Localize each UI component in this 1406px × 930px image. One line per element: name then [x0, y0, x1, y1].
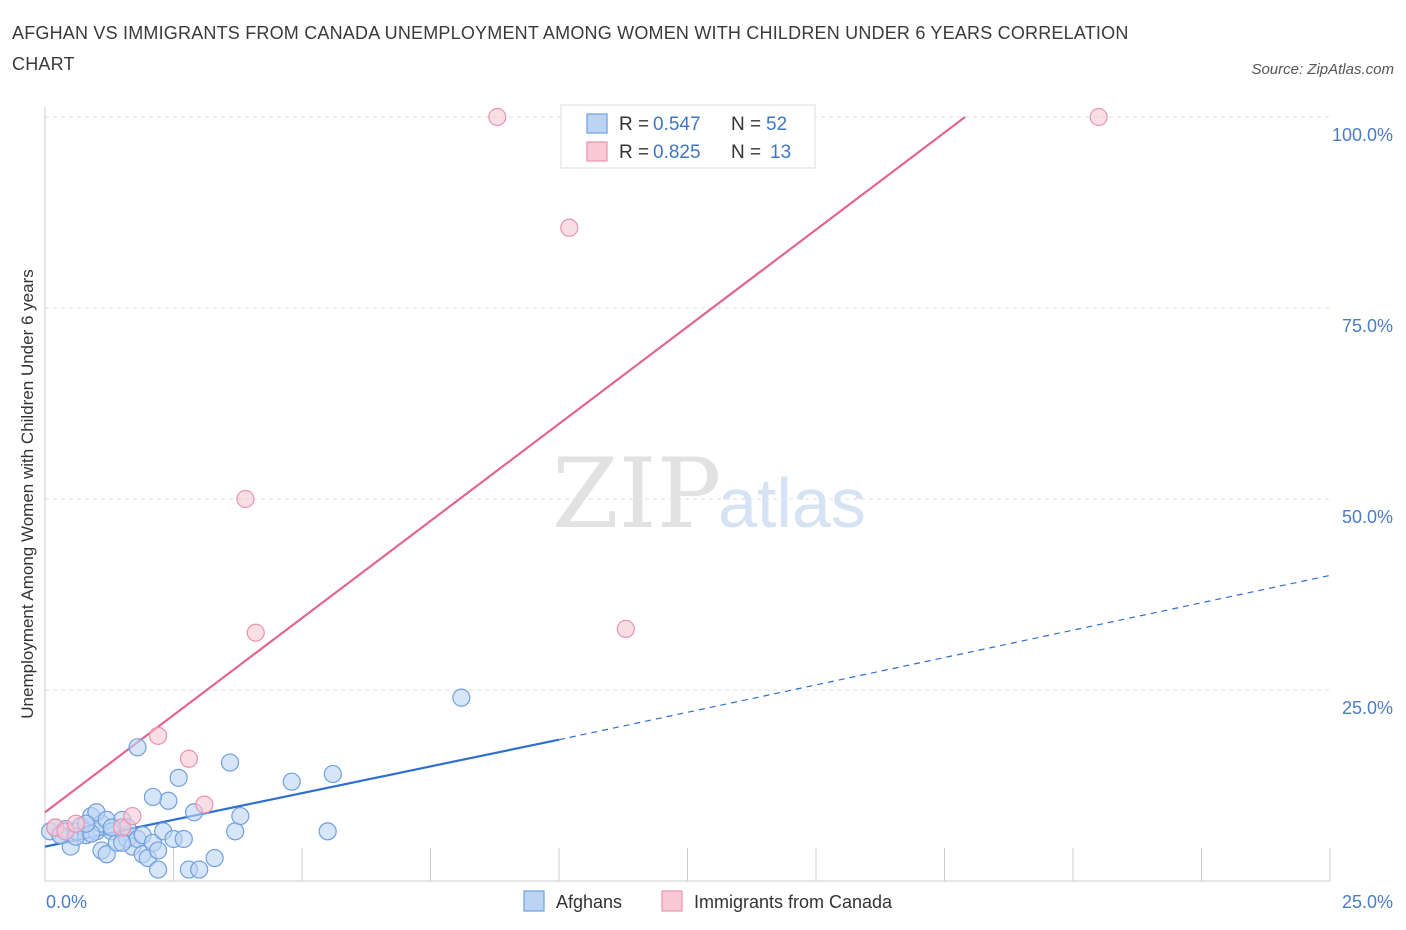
- canada-r-value: 0.825: [653, 142, 701, 163]
- afghans-point-26: [148, 841, 168, 860]
- afghans-point-36: [226, 822, 245, 841]
- afghans-r-label: R =: [619, 114, 649, 135]
- y-tick-label-3: 100.0%: [1332, 125, 1393, 145]
- canada-point-10: [488, 107, 507, 127]
- afghans-trend-extension: [558, 574, 1331, 741]
- axes: [44, 107, 1331, 882]
- series-legend: Afghans Immigrants from Canada: [523, 890, 893, 912]
- canada-point-8: [236, 489, 255, 509]
- afghans-point-28: [159, 791, 178, 810]
- canada-n-value: 13: [770, 142, 791, 163]
- watermark-atlas: atlas: [718, 464, 866, 542]
- canada-series-swatch: [661, 890, 683, 912]
- afghans-n-label: N =: [731, 114, 761, 135]
- tick-labels: 25.0% 50.0% 75.0% 100.0% 0.0% 25.0%: [46, 125, 1393, 912]
- canada-point-11: [560, 218, 579, 237]
- y-tick-label-0: 25.0%: [1342, 698, 1393, 718]
- afghans-point-51: [190, 860, 209, 879]
- afghans-point-42: [128, 738, 147, 757]
- afghans-point-48: [148, 860, 168, 879]
- canada-r-label: R =: [619, 142, 649, 163]
- afghans-series-swatch: [523, 890, 545, 912]
- afghans-point-37: [231, 806, 250, 826]
- canada-point-2: [66, 814, 85, 833]
- afghans-n-value: 52: [766, 114, 787, 135]
- afghans-point-31: [174, 829, 193, 849]
- canada-point-4: [123, 806, 142, 826]
- x-tick-label-1: 25.0%: [1342, 892, 1393, 912]
- canada-n-label: N =: [731, 142, 761, 163]
- afghans-point-41: [452, 688, 471, 707]
- afghans-point-47: [112, 833, 132, 852]
- canada-point-7: [195, 795, 214, 814]
- canada-point-6: [179, 749, 199, 768]
- canada-trend-line: [44, 116, 966, 814]
- canada-point-13: [1089, 107, 1108, 127]
- afghans-point-35: [220, 753, 240, 772]
- afghans-r-value: 0.547: [653, 114, 701, 135]
- y-tick-label-1: 50.0%: [1342, 507, 1393, 527]
- stats-legend: R = 0.547 N = 52 R = 0.825 N = 13: [560, 104, 816, 169]
- watermark: ZIP atlas: [552, 438, 866, 550]
- afghans-point-38: [282, 772, 301, 791]
- chart-source: Source: ZipAtlas.com: [1251, 61, 1394, 78]
- y-tick-label-2: 75.0%: [1342, 316, 1393, 336]
- grid-lines: [45, 116, 1330, 691]
- afghans-series-label: Afghans: [556, 892, 622, 912]
- canada-point-3: [112, 818, 132, 837]
- afghans-point-43: [143, 787, 163, 807]
- chart-title: AFGHAN VS IMMIGRANTS FROM CANADA UNEMPLO…: [12, 23, 1129, 74]
- watermark-zip: ZIP: [552, 438, 721, 550]
- afghans-point-34: [205, 848, 224, 868]
- afghans-point-15: [97, 845, 116, 864]
- afghans-legend-swatch: [586, 113, 608, 134]
- afghans-point-40: [323, 764, 342, 784]
- canada-point-12: [616, 619, 635, 638]
- data-points: [41, 107, 1108, 879]
- x-tick-label-0: 0.0%: [46, 892, 87, 912]
- canada-series-label: Immigrants from Canada: [694, 892, 893, 912]
- canada-point-9: [246, 623, 265, 642]
- afghans-point-30: [169, 768, 188, 787]
- canada-legend-swatch: [586, 141, 608, 162]
- afghans-point-39: [318, 822, 337, 841]
- y-axis-title: Unemployment Among Women with Children U…: [18, 269, 37, 718]
- canada-point-5: [148, 726, 168, 745]
